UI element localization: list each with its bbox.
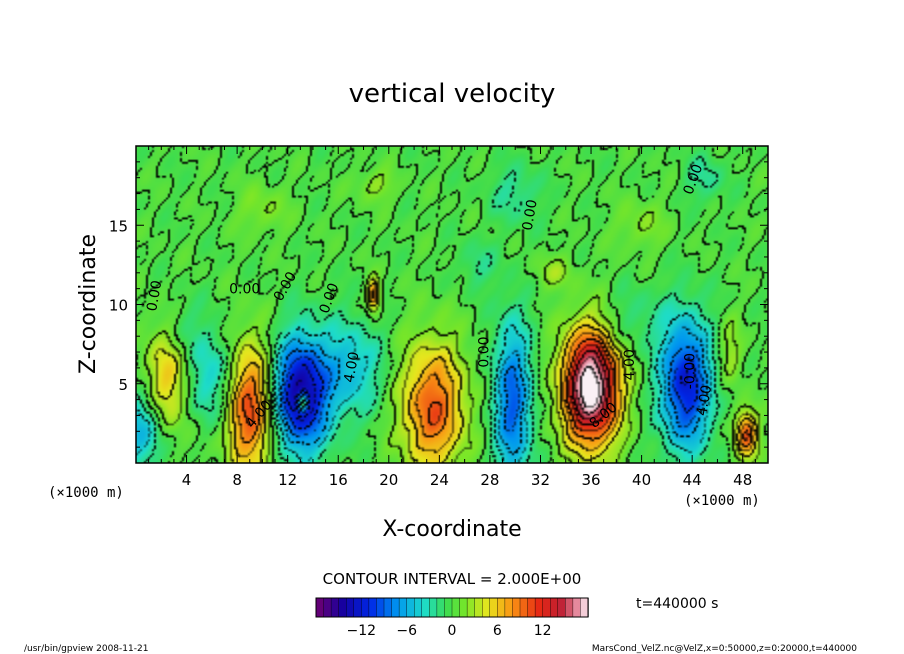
x-tick-label: 32 [531, 471, 550, 489]
colorbar-cell [497, 597, 506, 618]
x-tick-label: 12 [278, 471, 297, 489]
y-tick-label: 10 [109, 297, 128, 315]
colorbar-cell [580, 597, 589, 618]
colorbar-cell [489, 597, 499, 618]
colorbar-tick-label: 12 [534, 623, 552, 639]
colorbar-cell [376, 597, 385, 618]
colorbar-cell [519, 597, 529, 618]
contour-label: 0.00 [520, 198, 541, 231]
colorbar-cell [534, 597, 544, 618]
colorbar-cell [315, 597, 325, 618]
colorbar-cell [527, 597, 536, 618]
colorbar-cell [323, 597, 332, 618]
x-axis-label: X-coordinate [382, 517, 521, 542]
x-tick-label: 28 [480, 471, 499, 489]
time-label: t=440000 s [636, 596, 718, 612]
y-tick-label: 5 [118, 376, 128, 394]
colorbar-cell [421, 597, 431, 618]
colorbar-cell [482, 597, 491, 618]
colorbar-cell [542, 597, 551, 618]
colorbar-cell [330, 597, 340, 618]
colorbar-cell [466, 597, 476, 618]
contour-label: 4.00 [341, 350, 362, 383]
colorbar-tick-label: −12 [347, 623, 377, 639]
x-tick-label: 8 [232, 471, 242, 489]
colorbar-cell [474, 597, 483, 618]
colorbar-cell [572, 597, 582, 618]
colorbar-cell [368, 597, 378, 618]
contour-label: 4.00 [694, 384, 715, 417]
colorbar-cell [398, 597, 408, 618]
x-tick-label: 24 [430, 471, 449, 489]
colorbar-cell [459, 597, 468, 618]
colorbar-cell [444, 597, 453, 618]
chart-title: vertical velocity [349, 79, 556, 109]
x-tick-label: 36 [581, 471, 600, 489]
colorbar-cell [361, 597, 370, 618]
colorbar-cell [565, 597, 574, 618]
colorbar-ticks: −12 −6 0 6 12 [347, 623, 552, 639]
colorbar-tick-label: 0 [448, 623, 457, 639]
colorbar-cell [414, 597, 423, 618]
colorbar-cell [383, 597, 393, 618]
x-tick-label: 40 [632, 471, 651, 489]
contour-label: 0.00 [229, 281, 260, 297]
x-tick-label: 20 [379, 471, 398, 489]
colorbar-cell [338, 597, 347, 618]
x-tick-label: 16 [329, 471, 348, 489]
colorbar-cell [353, 597, 363, 618]
x-unit-label-right: (×1000 m) [684, 493, 760, 509]
colorbar-cell [504, 597, 514, 618]
contour-label: 4.00 [622, 349, 638, 380]
contour-interval-text: CONTOUR INTERVAL = 2.000E+00 [323, 570, 582, 588]
y-axis-ticks: 5 10 15 [109, 161, 768, 448]
colorbar-cell [406, 597, 415, 618]
contour-label: 0.00 [477, 336, 493, 367]
colorbar-tick-label: 6 [493, 623, 502, 639]
x-unit-label-left: (×1000 m) [48, 485, 124, 501]
colorbar-cell [429, 597, 438, 618]
x-axis-ticks: 4 8 12 16 20 24 28 32 36 40 44 48 [148, 146, 756, 489]
contour-label: -0.00 [683, 353, 699, 389]
x-tick-label: 48 [733, 471, 752, 489]
colorbar-cell [550, 597, 559, 618]
footer-source: MarsCond_VelZ.nc@VelZ,x=0:50000,z=0:2000… [592, 644, 857, 654]
colorbar-frame [315, 597, 589, 618]
velocity-field-heatmap [136, 146, 768, 463]
colorbar-cell [346, 597, 355, 618]
colorbar-cell [451, 597, 461, 618]
y-tick-label: 15 [109, 217, 128, 235]
colorbar-cell [391, 597, 400, 618]
colorbar-tick-label: −6 [396, 623, 417, 639]
colorbar-cell [512, 597, 521, 618]
colorbar [315, 597, 589, 618]
colorbar-cell [436, 597, 446, 618]
x-tick-label: 44 [683, 471, 702, 489]
x-tick-label: 4 [182, 471, 192, 489]
footer-program: /usr/bin/gpview 2008-11-21 [24, 644, 148, 654]
y-axis-label: Z-coordinate [76, 234, 101, 374]
contour-label: 0.00 [144, 279, 165, 312]
colorbar-cell [557, 597, 567, 618]
